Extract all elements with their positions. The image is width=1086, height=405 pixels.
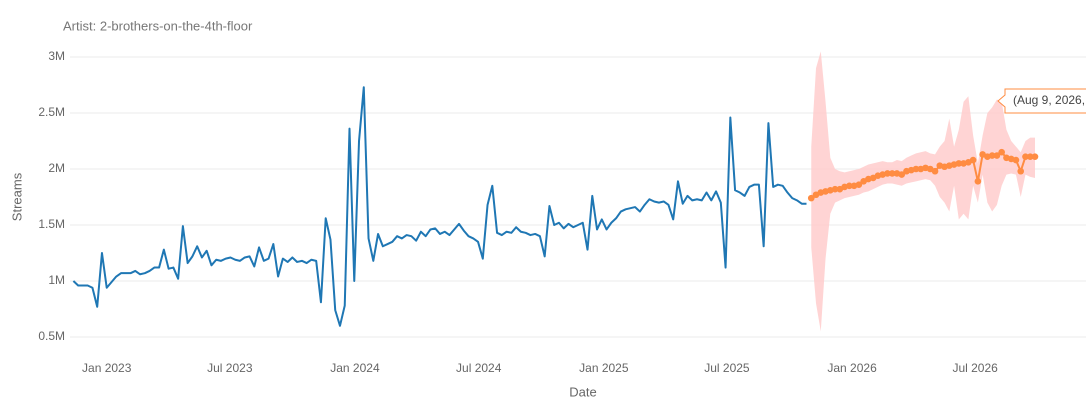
x-tick-label: Jul 2024 bbox=[456, 361, 502, 375]
tooltip-box bbox=[997, 88, 1086, 114]
series-line bbox=[72, 86, 807, 327]
forecast-point bbox=[1012, 156, 1020, 164]
forecast-point bbox=[955, 160, 963, 167]
y-tick-label: 0.5M bbox=[38, 329, 65, 343]
forecast-point bbox=[969, 156, 977, 164]
forecast-point bbox=[898, 171, 906, 178]
forecast-point bbox=[1026, 153, 1034, 160]
hover-tooltip: (Aug 9, 2026, 2 bbox=[997, 88, 1086, 114]
y-tick-label: 1.5M bbox=[38, 217, 65, 231]
x-axis-label: Date bbox=[569, 384, 596, 399]
x-tick-label: Jan 2025 bbox=[579, 361, 629, 375]
forecast-point bbox=[974, 178, 982, 185]
grid: 0.5M 1M 1.5M 2M 2.5M 3M Jan 2023 Jul 2023 Jan 20… bbox=[38, 49, 1086, 375]
x-tick-label: Jan 2023 bbox=[82, 361, 132, 375]
x-tick-label: Jul 2026 bbox=[952, 361, 998, 375]
forecast-point bbox=[846, 182, 853, 190]
forecast-point bbox=[988, 152, 996, 159]
forecast-point bbox=[831, 185, 839, 193]
forecast-point bbox=[888, 170, 896, 177]
forecast-point bbox=[884, 170, 891, 177]
y-tick-label: 2.5M bbox=[38, 105, 65, 119]
forecast-point bbox=[1031, 153, 1039, 160]
forecast-point bbox=[912, 165, 920, 173]
forecast-point bbox=[1022, 153, 1029, 160]
plot-area bbox=[72, 51, 1039, 332]
forecast-point bbox=[1017, 167, 1025, 175]
chart-title: Artist: 2-brothers-on-the-4th-floor bbox=[63, 18, 253, 33]
confidence-band bbox=[811, 51, 1035, 332]
y-tick-label: 2M bbox=[48, 161, 65, 175]
y-tick-label: 1M bbox=[48, 273, 65, 287]
forecast-point bbox=[855, 181, 863, 188]
forecast-point bbox=[993, 152, 1001, 159]
x-tick-label: Jul 2025 bbox=[704, 361, 750, 375]
x-tick-label: Jan 2026 bbox=[827, 361, 877, 375]
y-tick-label: 3M bbox=[48, 49, 65, 63]
y-axis-label: Streams bbox=[9, 172, 24, 221]
forecast-point bbox=[807, 194, 815, 202]
forecast-point bbox=[998, 148, 1005, 156]
tooltip-text: (Aug 9, 2026, 2 bbox=[1013, 93, 1086, 107]
x-tick-label: Jan 2024 bbox=[330, 361, 380, 375]
x-tick-label: Jul 2023 bbox=[207, 361, 253, 375]
forecast-point bbox=[931, 167, 939, 175]
